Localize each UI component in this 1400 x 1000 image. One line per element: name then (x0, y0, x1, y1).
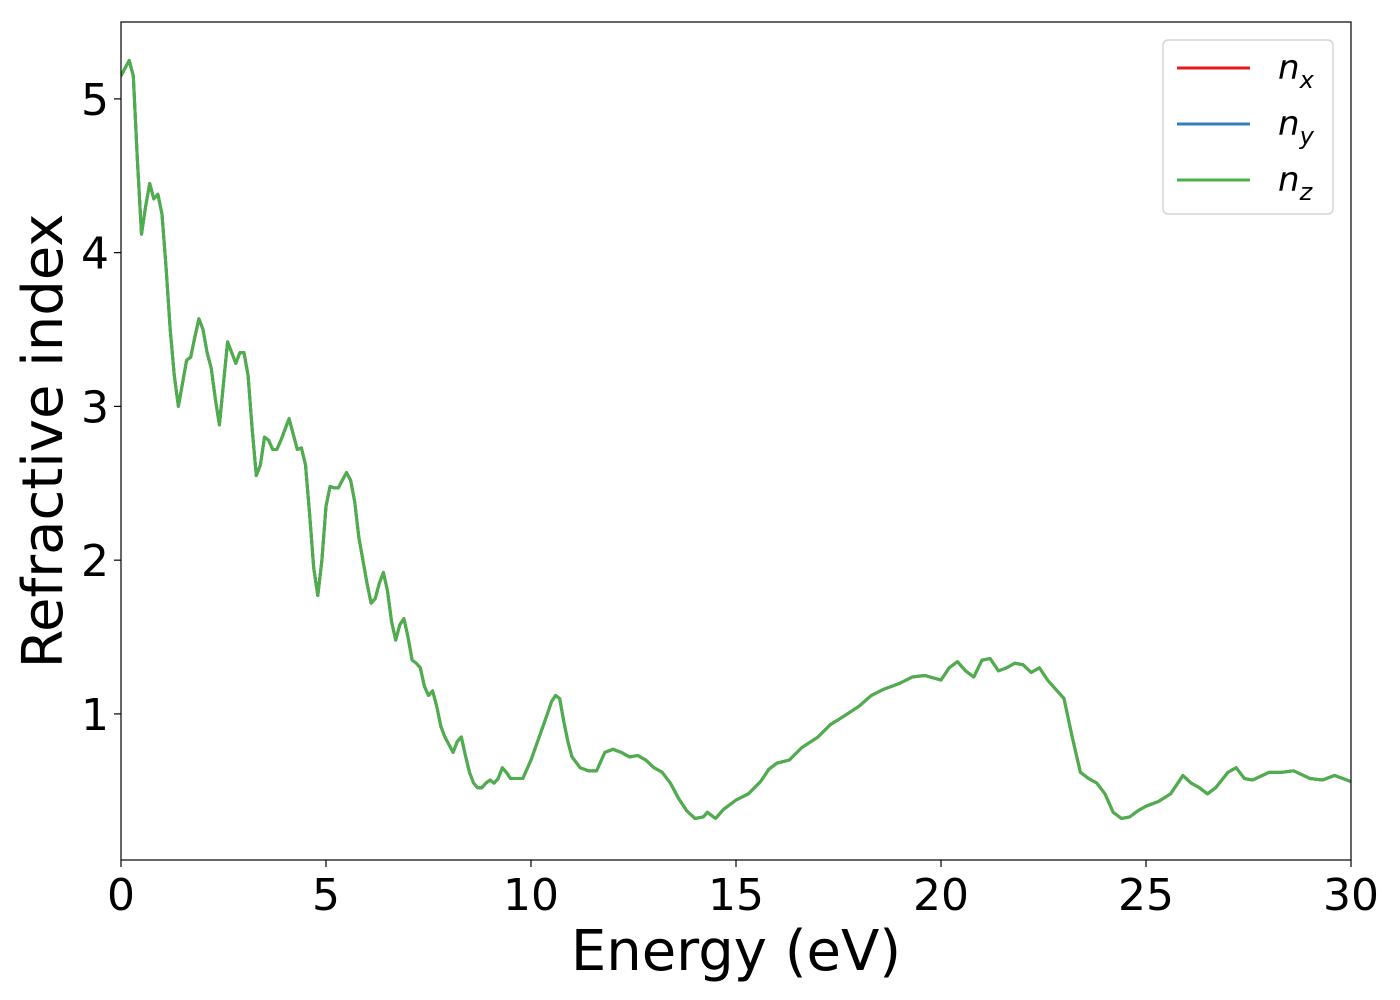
x-axis: 0 5 10 15 20 25 30 (107, 860, 1379, 921)
y-tick-label: 4 (81, 229, 109, 280)
y-tick-label: 2 (81, 536, 109, 587)
y-tick-label: 1 (81, 690, 109, 741)
x-tick-label: 25 (1118, 870, 1174, 921)
series-layer (121, 58, 1351, 820)
y-tick-label: 5 (81, 75, 109, 126)
legend-box (1162, 39, 1334, 215)
y-tick-label: 3 (81, 382, 109, 433)
series-line-z (121, 58, 1351, 820)
x-tick-label: 15 (708, 870, 764, 921)
y-axis-title: Refractive index (11, 214, 76, 669)
x-tick-label: 20 (913, 870, 969, 921)
x-tick-label: 10 (503, 870, 559, 921)
x-tick-label: 0 (107, 870, 135, 921)
y-axis: 1 2 3 4 5 (81, 75, 121, 741)
legend-label-x: nx (1278, 48, 1315, 94)
x-tick-label: 5 (312, 870, 340, 921)
x-tick-label: 30 (1323, 870, 1379, 921)
legend-label-z: nz (1278, 160, 1314, 206)
legend-label-y: ny (1278, 104, 1315, 150)
x-axis-title: Energy (eV) (571, 919, 901, 984)
legend: nx ny nz (1162, 39, 1334, 215)
